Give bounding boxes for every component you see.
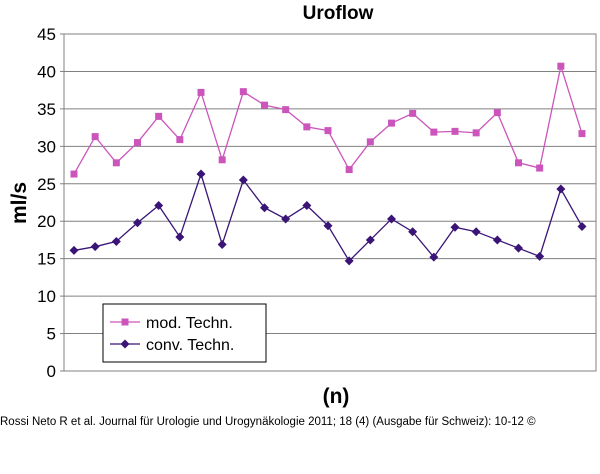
y-tick-label-25: 25 [37, 175, 56, 194]
data-point-mod-techn-24 [557, 62, 565, 70]
data-point-mod-techn-8 [218, 156, 226, 164]
data-point-conv-techn-5 [154, 200, 164, 210]
legend: mod. Techn. conv. Techn. [102, 303, 267, 363]
data-point-conv-techn-2 [90, 242, 100, 252]
data-point-conv-techn-22 [514, 243, 523, 253]
data-point-mod-techn-21 [493, 109, 501, 117]
data-point-conv-techn-15 [365, 235, 375, 245]
chart-title: Uroflow [303, 3, 374, 24]
y-tick-label-5: 5 [47, 325, 56, 344]
data-point-mod-techn-6 [176, 136, 184, 144]
legend-marker-conv-techn [120, 339, 130, 349]
data-point-mod-techn-1 [70, 170, 78, 178]
data-point-mod-techn-15 [366, 138, 374, 146]
data-point-mod-techn-11 [282, 106, 290, 114]
legend-marker-mod-techn [121, 318, 129, 326]
data-point-conv-techn-1 [69, 245, 79, 255]
data-point-mod-techn-3 [112, 159, 120, 167]
data-point-mod-techn-20 [472, 129, 480, 137]
data-point-conv-techn-16 [387, 214, 396, 224]
data-point-conv-techn-8 [217, 239, 227, 249]
data-point-mod-techn-16 [388, 119, 395, 127]
data-point-conv-techn-18 [429, 252, 439, 262]
data-point-mod-techn-5 [155, 112, 163, 120]
y-axis-label: ml/s [8, 182, 31, 224]
data-point-mod-techn-23 [536, 164, 544, 172]
data-point-conv-techn-11 [281, 214, 291, 224]
data-point-conv-techn-14 [344, 256, 354, 266]
data-point-mod-techn-12 [303, 123, 311, 131]
legend-label-mod-techn: mod. Techn. [146, 315, 233, 332]
data-point-mod-techn-25 [578, 130, 586, 138]
data-point-mod-techn-22 [515, 159, 522, 167]
data-point-conv-techn-9 [238, 175, 248, 185]
y-tick-label-40: 40 [37, 62, 56, 81]
data-point-mod-techn-9 [239, 88, 247, 96]
series-mod-techn [70, 62, 586, 178]
data-series [69, 62, 587, 266]
y-tick-label-35: 35 [37, 100, 56, 119]
data-point-mod-techn-17 [409, 109, 417, 117]
data-point-mod-techn-2 [91, 133, 99, 141]
data-point-conv-techn-7 [196, 169, 206, 179]
data-point-mod-techn-13 [324, 127, 332, 135]
data-point-mod-techn-4 [134, 139, 141, 147]
data-point-mod-techn-7 [197, 88, 205, 96]
data-point-mod-techn-14 [345, 166, 353, 174]
data-point-conv-techn-6 [175, 232, 185, 242]
y-tick-label-30: 30 [37, 137, 56, 156]
series-conv-techn [69, 169, 587, 266]
data-point-mod-techn-19 [451, 127, 459, 135]
data-point-conv-techn-12 [302, 200, 312, 210]
data-point-conv-techn-23 [535, 251, 545, 261]
data-point-conv-techn-17 [408, 227, 418, 237]
legend-box [102, 303, 267, 363]
source-citation: Rossi Neto R et al. Journal für Urologie… [0, 416, 536, 428]
y-axis-ticks: 0 5 10 15 20 25 30 35 40 45 [37, 25, 64, 381]
x-axis-label: (n) [323, 385, 350, 408]
data-point-conv-techn-21 [492, 235, 502, 245]
data-point-conv-techn-24 [556, 184, 566, 194]
data-point-mod-techn-18 [430, 128, 438, 136]
legend-label-conv-techn: conv. Techn. [146, 337, 234, 354]
data-point-mod-techn-10 [261, 101, 268, 109]
data-point-conv-techn-3 [111, 236, 121, 246]
data-point-conv-techn-13 [323, 221, 333, 231]
y-tick-label-0: 0 [47, 362, 56, 381]
y-tick-label-15: 15 [37, 250, 56, 269]
data-point-conv-techn-19 [450, 222, 460, 232]
y-tick-label-10: 10 [37, 287, 56, 306]
data-point-conv-techn-4 [133, 218, 142, 228]
y-tick-label-20: 20 [37, 212, 56, 231]
y-tick-label-45: 45 [37, 25, 56, 44]
data-point-conv-techn-10 [260, 203, 269, 213]
data-point-conv-techn-20 [471, 227, 481, 237]
data-point-conv-techn-25 [577, 221, 587, 231]
